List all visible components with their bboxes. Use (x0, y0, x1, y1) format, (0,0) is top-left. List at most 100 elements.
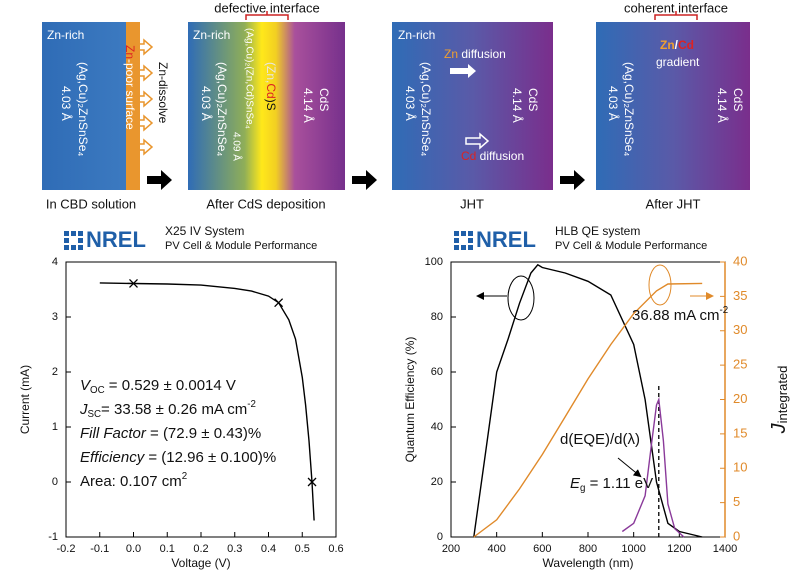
annotation: VOC = 0.529 ± 0.0014 V (80, 377, 236, 396)
x-tick-label: 1200 (667, 543, 691, 555)
diffusion: diffusion (476, 149, 524, 163)
x-tick-label: -0.1 (90, 543, 109, 555)
x-tick-label: -0.2 (57, 543, 76, 555)
x-tick-label: 1400 (713, 543, 737, 555)
panel-box (596, 22, 750, 190)
text-part: = (12.96 ± 0.100)% (144, 449, 276, 466)
x-tick-label: 0.3 (227, 543, 242, 555)
y-tick-label: 3 (52, 311, 58, 323)
gradient-word: gradient (656, 55, 700, 69)
logo-icon (64, 231, 473, 250)
header: coherent interface (624, 0, 728, 15)
pointer-arrow (617, 457, 642, 478)
text-part: d(EQE)/d(λ) (560, 431, 640, 448)
y-axis-label: Quantum Efficiency (%) (403, 337, 417, 463)
annotation: Fill Factor = (72.9 ± 0.43)% (80, 425, 261, 442)
subscript: SC (88, 409, 102, 420)
x-tick-label: 0.4 (261, 543, 276, 555)
cds: CdS (317, 88, 331, 111)
x-tick-label: 400 (487, 543, 505, 555)
y2-tick-label: 30 (733, 322, 747, 337)
x-tick-label: 1000 (621, 543, 645, 555)
curve-ellipse (507, 275, 535, 321)
zn-poor-layer (126, 22, 140, 190)
text-part: = 1.11 eV (585, 475, 653, 492)
y2-tick-label: 0 (733, 528, 740, 543)
zn-rich: Zn-rich (193, 28, 230, 42)
bracket (245, 11, 289, 20)
process-arrow (352, 170, 377, 190)
zn: Zn (444, 47, 458, 61)
superscript: -2 (720, 305, 729, 316)
lattice: 4.03 Å (403, 86, 418, 121)
surface-rest: -poor surface (123, 59, 137, 130)
cd-diffusion: Cd diffusion (461, 149, 524, 163)
annotation: Eg = 1.11 eV (570, 475, 653, 494)
zn-rich: Zn-rich (398, 28, 435, 42)
interlayer: (Ag,Cu)₂(Zn,Cd)SnSe₄ (243, 28, 254, 129)
text-part: Area: 0.107 cm (80, 473, 182, 490)
y2-tick-label: 15 (733, 425, 747, 440)
cd: Cd (461, 149, 476, 163)
x-tick-label: 200 (442, 543, 460, 555)
panel-box (392, 22, 553, 190)
cd: Cd (678, 38, 694, 52)
y-axis-label: Current (mA) (18, 365, 32, 434)
zn: Zn (660, 38, 675, 52)
subscript: OC (90, 385, 105, 396)
italic-part: E (570, 475, 581, 492)
x-tick-label: 0.1 (160, 543, 175, 555)
cds-lattice: 4.14 Å (510, 88, 525, 123)
y2-tick-label: 5 (733, 494, 740, 509)
logo: NREL (86, 227, 146, 252)
annotation: 36.88 mA cm-2 (632, 305, 728, 324)
annotation: Efficiency = (12.96 ± 0.100)% (80, 449, 276, 466)
cd-arrow (465, 132, 490, 150)
y-tick-label: 40 (431, 421, 443, 433)
series-line (473, 282, 703, 538)
slash: / (675, 38, 679, 52)
gradient-label: Zn/Cd (660, 38, 694, 52)
surface-zn: Zn (123, 45, 137, 59)
logo: NREL (476, 227, 536, 252)
zn-rich: Zn-rich (47, 28, 84, 42)
superscript: -2 (247, 399, 256, 410)
lattice: 4.03 Å (199, 86, 214, 121)
x-tick-label: 600 (533, 543, 551, 555)
x-tick-label: 0.0 (126, 543, 141, 555)
y-tick-label: -1 (48, 531, 58, 543)
series-line (473, 263, 703, 538)
text-part: = 0.529 ± 0.0014 V (105, 377, 236, 394)
cds: CdS (731, 88, 745, 111)
y-tick-label: 100 (425, 256, 443, 268)
italic-part: J (768, 422, 790, 434)
italic-part: J (79, 401, 88, 418)
y-tick-label: 4 (52, 256, 58, 268)
y2-axis-label: Jintegrated (768, 366, 790, 435)
superscript: 2 (182, 471, 187, 482)
lattice: 4.03 Å (606, 86, 621, 121)
y2-tick-label: 35 (733, 288, 747, 303)
compound: (Ag,Cu)₂ZnSnSe₄ (419, 62, 433, 156)
x-axis-label: Voltage (V) (171, 556, 230, 570)
italic-part: Efficiency (80, 449, 146, 466)
text-part: = (72.9 ± 0.43)% (146, 425, 261, 442)
marker (307, 477, 317, 487)
plot-frame (65, 261, 337, 538)
marker (274, 298, 284, 308)
annotation: d(EQE)/d(λ) (560, 431, 640, 448)
italic-part: V (80, 377, 92, 394)
zn-arrow (450, 64, 476, 78)
cds-lattice: 4.14 Å (715, 88, 730, 123)
annotation: Area: 0.107 cm2 (80, 471, 187, 490)
buffer: (Zn,Cd)S (264, 62, 278, 111)
cds: CdS (526, 88, 540, 111)
chart-title: HLB QE system (555, 224, 640, 238)
marker (129, 278, 138, 288)
caption: In CBD solution (46, 196, 136, 211)
header: defective interface (214, 0, 320, 15)
y-tick-label: 80 (431, 311, 443, 323)
subscript: g (580, 483, 585, 494)
